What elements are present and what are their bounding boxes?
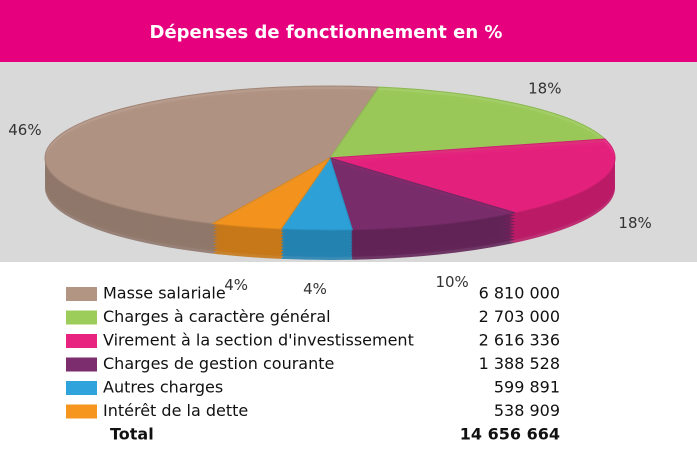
legend-swatch (66, 357, 97, 372)
legend-amount: 2 616 336 (479, 331, 560, 350)
value-label: 18% (618, 214, 651, 232)
legend-amount: 6 810 000 (479, 284, 560, 303)
slice (44, 85, 380, 225)
legend-label: Intérêt de la dette (103, 401, 248, 420)
chart-title: Dépenses de fonctionnement en % (150, 22, 503, 43)
legend-swatch (66, 287, 97, 301)
legend-swatch (66, 381, 97, 395)
legend-swatch (66, 310, 97, 325)
slice (328, 86, 607, 159)
legend-label: Charges à caractère général (103, 307, 331, 326)
legend-label: Charges de gestion courante (103, 354, 334, 373)
total-value: 14 656 664 (460, 425, 560, 444)
legend-amount: 1 388 528 (479, 354, 560, 373)
value-label: 18% (528, 79, 561, 97)
slice (329, 138, 616, 214)
legend-swatch (66, 404, 97, 419)
value-label: 46% (8, 121, 41, 139)
slice (329, 157, 516, 231)
pie (44, 85, 616, 260)
legend-label: Masse salariale (103, 284, 226, 303)
title-bar (0, 0, 697, 62)
legend-amount: 599 891 (494, 378, 560, 397)
value-label: 10% (435, 273, 468, 291)
legend-label: Virement à la section d'investissement (103, 331, 414, 350)
legend-swatch (66, 334, 97, 348)
legend-label: Autres charges (103, 378, 223, 397)
total-label: Total (110, 425, 154, 444)
value-label: 4% (303, 280, 327, 298)
legend-amount: 538 909 (494, 401, 560, 420)
slice (211, 157, 331, 230)
legend-amount: 2 703 000 (479, 307, 560, 326)
value-label: 4% (224, 276, 248, 294)
